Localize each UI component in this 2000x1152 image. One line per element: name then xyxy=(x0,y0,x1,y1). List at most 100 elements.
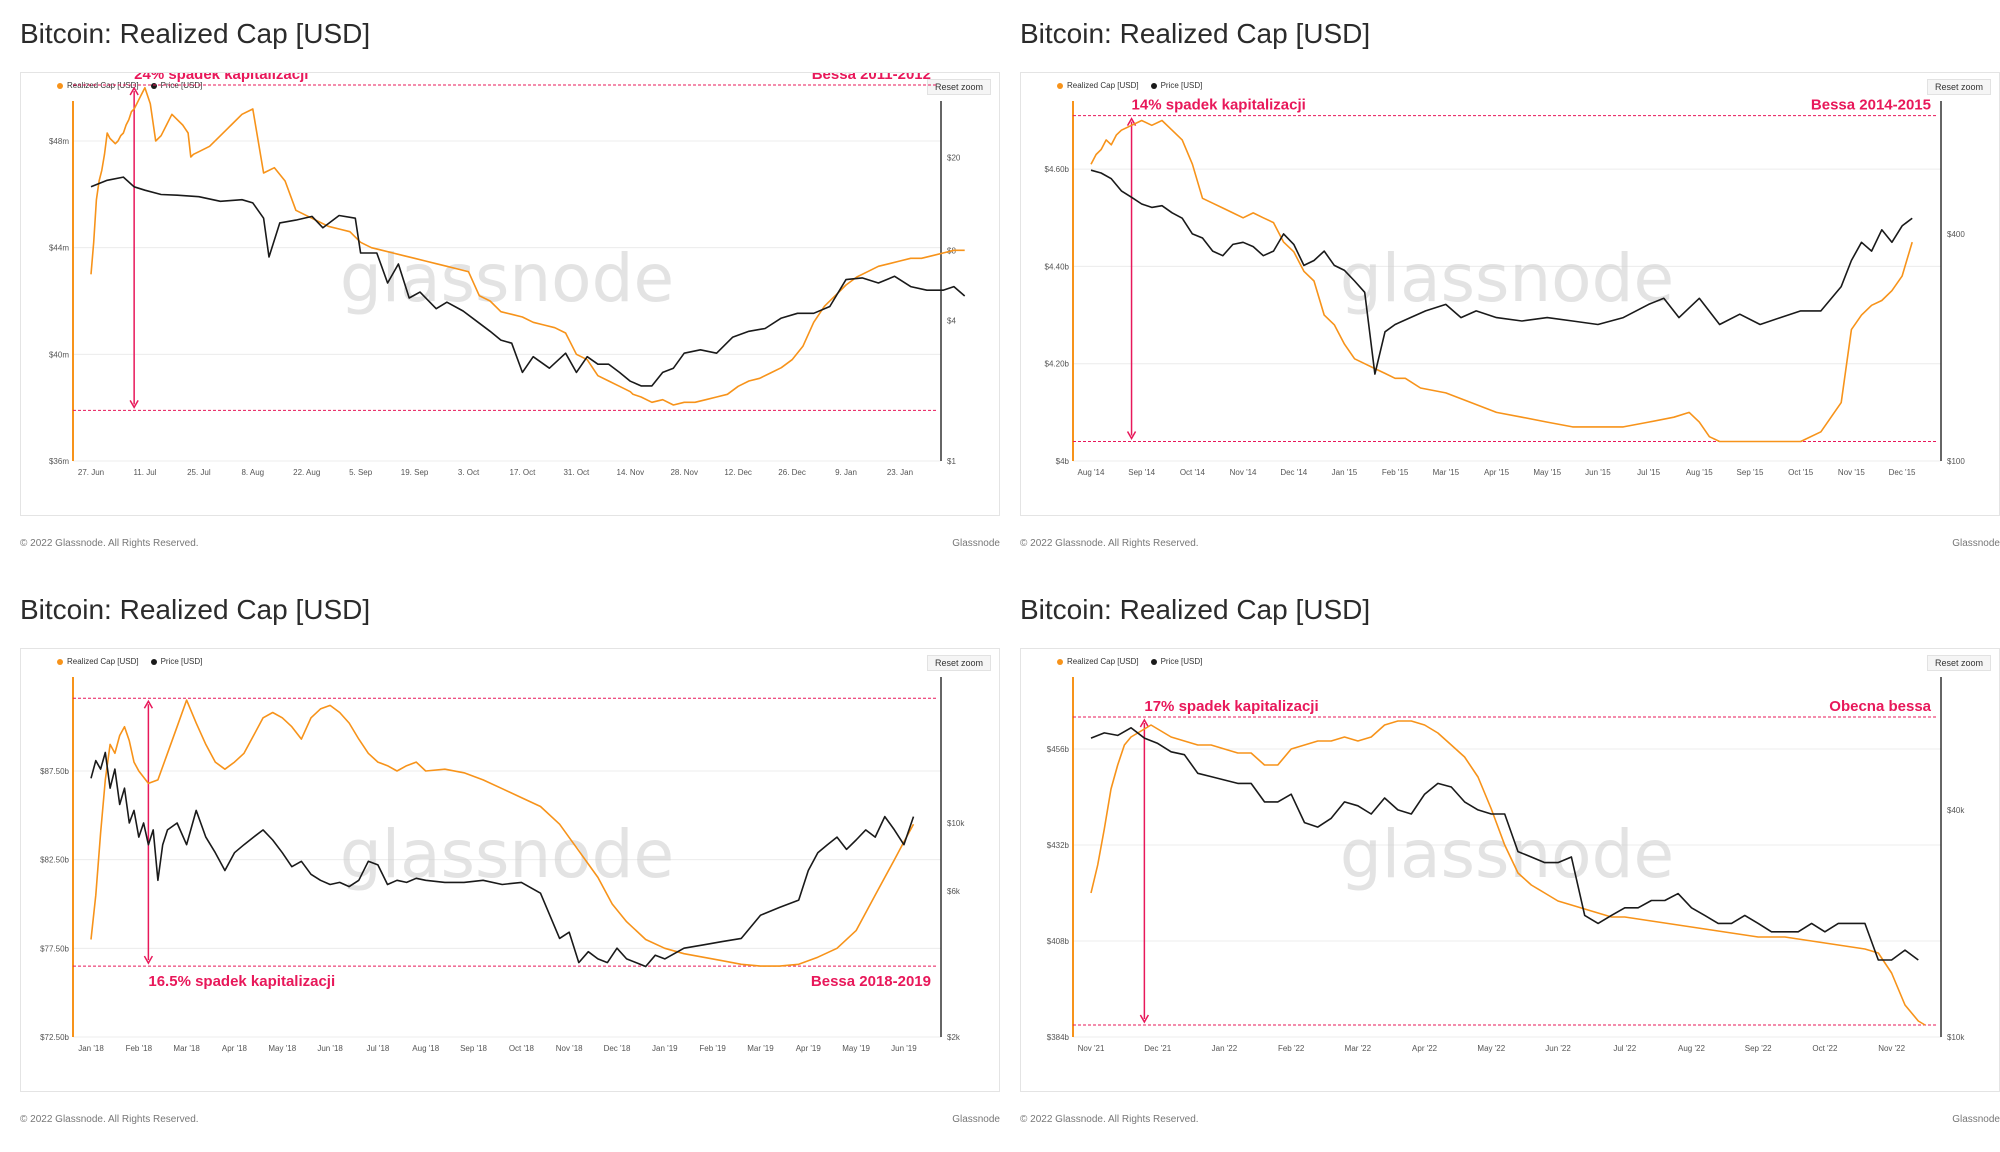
legend-item-price[interactable]: Price [USD] xyxy=(150,657,203,666)
x-tick-label: Feb '22 xyxy=(1278,1044,1305,1053)
chart-svg: glassnode$48m$44m$40m$36m$20$8$4$127. Ju… xyxy=(49,73,966,477)
y-right-tick-label: $4 xyxy=(947,317,956,326)
y-left-tick-label: $48m xyxy=(49,137,69,146)
x-tick-label: 19. Sep xyxy=(401,468,429,477)
x-tick-label: Mar '19 xyxy=(747,1044,774,1053)
chart-container[interactable]: Realized Cap [USD] Price [USD] Reset zoo… xyxy=(1020,72,2000,516)
x-tick-label: Sep '14 xyxy=(1128,468,1155,477)
reset-zoom-button[interactable]: Reset zoom xyxy=(926,79,991,95)
annotation-arrow-head-up xyxy=(143,699,154,709)
legend-item-price[interactable]: Price [USD] xyxy=(1150,81,1202,90)
copyright-text: © 2022 Glassnode. All Rights Reserved. xyxy=(1020,538,1199,549)
annotation-arrow-head-down xyxy=(143,955,154,965)
reset-zoom-button[interactable]: Reset zoom xyxy=(926,655,991,671)
brand-link[interactable]: Glassnode xyxy=(1952,1114,2000,1125)
reset-zoom-button[interactable]: Reset zoom xyxy=(1926,79,1991,95)
chart-title: Bitcoin: Realized Cap [USD] xyxy=(1020,18,1371,49)
legend-label: Realized Cap [USD] xyxy=(1067,81,1139,90)
x-tick-label: May '22 xyxy=(1477,1044,1505,1053)
x-tick-label: Sep '15 xyxy=(1737,468,1764,477)
x-tick-label: Oct '14 xyxy=(1180,468,1206,477)
x-tick-label: 22. Aug xyxy=(293,468,320,477)
legend-item-realized-cap[interactable]: Realized Cap [USD] xyxy=(57,657,139,666)
x-tick-label: Nov '18 xyxy=(556,1044,583,1053)
x-tick-label: Oct '18 xyxy=(509,1044,535,1053)
legend-item-realized-cap[interactable]: Realized Cap [USD] xyxy=(1057,81,1139,90)
x-tick-label: Oct '22 xyxy=(1812,1044,1838,1053)
legend-item-price[interactable]: Price [USD] xyxy=(1150,657,1202,666)
annotation-arrow-head-down xyxy=(129,399,139,409)
x-tick-label: 25. Jul xyxy=(187,468,211,477)
legend-item-realized-cap[interactable]: Realized Cap [USD] xyxy=(57,81,139,90)
x-tick-label: 17. Oct xyxy=(510,468,537,477)
legend-dot-black xyxy=(1150,82,1157,89)
annotation-arrow-head-down xyxy=(1126,431,1137,441)
x-tick-label: Nov '14 xyxy=(1230,468,1257,477)
annotation-drop-label: 17% spadek kapitalizacji xyxy=(1144,698,1318,715)
y-left-tick-label: $4.40b xyxy=(1045,262,1070,271)
legend-item-realized-cap[interactable]: Realized Cap [USD] xyxy=(1057,657,1139,666)
y-left-tick-label: $384b xyxy=(1047,1033,1070,1042)
x-tick-label: Mar '22 xyxy=(1345,1044,1372,1053)
series-line-realized-cap xyxy=(1090,119,1913,443)
legend-label: Realized Cap [USD] xyxy=(1067,657,1139,666)
y-left-tick-label: $4.60b xyxy=(1045,165,1070,174)
annotation-bear-label: Bessa 2011-2012 xyxy=(812,73,931,83)
brand-link[interactable]: Glassnode xyxy=(952,538,1000,549)
chart-panel-4: Bitcoin: Realized Cap [USD] Realized Cap… xyxy=(1020,576,2000,1136)
chart-container[interactable]: Realized Cap [USD] Price [USD] Reset zoo… xyxy=(20,72,1000,516)
x-tick-label: Jul '22 xyxy=(1613,1044,1636,1053)
chart-container[interactable]: Realized Cap [USD] Price [USD] Reset zoo… xyxy=(20,648,1000,1092)
x-tick-label: Jan '18 xyxy=(78,1044,104,1053)
watermark-logo: glassnode xyxy=(340,816,674,893)
x-tick-label: Feb '15 xyxy=(1382,468,1409,477)
series-line-realized-cap xyxy=(90,699,915,967)
brand-link[interactable]: Glassnode xyxy=(952,1114,1000,1125)
x-tick-label: Apr '15 xyxy=(1484,468,1510,477)
reset-zoom-button[interactable]: Reset zoom xyxy=(1926,655,1991,671)
x-tick-label: Oct '15 xyxy=(1788,468,1814,477)
x-tick-label: 11. Jul xyxy=(133,468,156,477)
x-tick-label: May '15 xyxy=(1533,468,1561,477)
x-tick-label: Apr '19 xyxy=(796,1044,822,1053)
series-line-price xyxy=(1090,169,1913,375)
y-left-tick-label: $4b xyxy=(1056,457,1070,466)
legend-label: Price [USD] xyxy=(160,657,203,666)
chart-container[interactable]: Realized Cap [USD] Price [USD] Reset zoo… xyxy=(1020,648,2000,1092)
chart-panel-2: Bitcoin: Realized Cap [USD] Realized Cap… xyxy=(1020,0,2000,560)
series-line-price xyxy=(90,176,966,387)
x-tick-label: 31. Oct xyxy=(563,468,590,477)
y-left-tick-label: $72.50b xyxy=(40,1033,69,1042)
x-tick-label: Mar '15 xyxy=(1433,468,1460,477)
x-tick-label: 14. Nov xyxy=(617,468,645,477)
y-right-tick-label: $40k xyxy=(1947,806,1965,815)
annotation-arrow-head-down xyxy=(1139,1014,1150,1024)
chart-title: Bitcoin: Realized Cap [USD] xyxy=(20,594,371,625)
y-left-tick-label: $408b xyxy=(1047,937,1070,946)
x-tick-label: Jul '18 xyxy=(366,1044,389,1053)
legend-dot-black xyxy=(1150,658,1157,665)
legend-dot-black xyxy=(150,658,157,665)
annotation-arrow-head-up xyxy=(129,86,139,96)
x-tick-label: Dec '18 xyxy=(604,1044,631,1053)
y-left-tick-label: $77.50b xyxy=(40,944,69,953)
y-left-tick-label: $36m xyxy=(49,457,69,466)
x-tick-label: Aug '22 xyxy=(1678,1044,1705,1053)
chart-legend: Realized Cap [USD] Price [USD] xyxy=(57,657,202,666)
annotation-bear-label: Bessa 2014-2015 xyxy=(1811,97,1931,114)
series-line-price xyxy=(90,751,915,968)
chart-svg: glassnode $4.60b $4.40b $4.20b $4b $400 $100 Au… xyxy=(1045,97,1966,477)
brand-link[interactable]: Glassnode xyxy=(1952,538,2000,549)
chart-title: Bitcoin: Realized Cap [USD] xyxy=(1020,594,1371,625)
x-tick-label: Mar '18 xyxy=(173,1044,200,1053)
y-left-tick-label: $87.50b xyxy=(40,767,69,776)
y-right-tick-label: $100 xyxy=(1947,457,1965,466)
x-tick-label: Feb '18 xyxy=(126,1044,153,1053)
legend-dot-orange xyxy=(57,658,63,665)
x-tick-label: 8. Aug xyxy=(241,468,264,477)
chart-svg: glassnode $456b $432b $408b $384b $40k $10k Nov… xyxy=(1047,677,1965,1053)
x-tick-label: Aug '15 xyxy=(1686,468,1713,477)
annotation-bear-label: Obecna bessa xyxy=(1829,698,1931,715)
y-left-tick-label: $82.50b xyxy=(40,856,69,865)
copyright-text: © 2022 Glassnode. All Rights Reserved. xyxy=(20,1114,199,1125)
